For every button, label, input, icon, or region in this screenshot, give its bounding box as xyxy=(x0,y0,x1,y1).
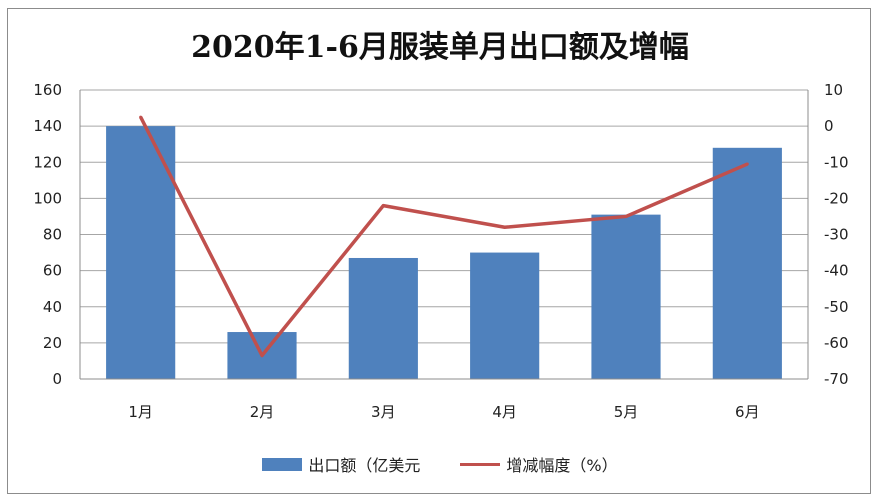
y-left-tick-label: 160 xyxy=(33,81,62,99)
x-tick-label: 6月 xyxy=(735,403,760,421)
legend-label-growth: 增减幅度（%） xyxy=(506,456,618,475)
legend-label-export: 出口额（亿美元 xyxy=(308,456,421,475)
legend-swatch-bar xyxy=(262,457,303,471)
y-left-tick-label: 60 xyxy=(43,262,62,280)
y-left-tick-label: 80 xyxy=(43,226,62,244)
x-tick-label: 3月 xyxy=(371,403,396,421)
y-left-tick-label: 140 xyxy=(33,117,62,135)
y-right-tick-label: 10 xyxy=(824,81,843,99)
legend-swatch-line xyxy=(460,462,501,466)
legend-item-export: 出口额（亿美元 xyxy=(262,452,420,476)
line-point xyxy=(503,225,507,229)
y-left-tick-label: 0 xyxy=(52,370,62,388)
x-tick-label: 1月 xyxy=(128,403,153,421)
line-point xyxy=(381,204,385,208)
x-tick-label: 2月 xyxy=(250,403,275,421)
y-right-tick-label: -70 xyxy=(824,370,849,388)
y-left-tick-label: 120 xyxy=(33,153,62,171)
bar xyxy=(470,252,540,379)
series-line xyxy=(139,116,749,358)
y-right-tick-label: -50 xyxy=(824,298,849,316)
y-left-tick-label: 40 xyxy=(43,298,62,316)
x-tick-label: 4月 xyxy=(492,403,517,421)
y-right-tick-label: -60 xyxy=(824,334,849,352)
x-tick-label: 5月 xyxy=(614,403,639,421)
legend-item-growth: 增减幅度（%） xyxy=(460,452,618,476)
chart-legend: 出口额（亿美元 增减幅度（%） xyxy=(0,452,880,476)
chart-title: 2020年1-6月服装单月出口额及增幅 xyxy=(191,30,689,65)
y-right-tick-label: -30 xyxy=(824,226,849,244)
bar xyxy=(348,257,418,379)
y-right-tick-label: -20 xyxy=(824,189,849,207)
y-left-tick-label: 20 xyxy=(43,334,62,352)
line-point xyxy=(745,162,749,166)
y-right-tick-label: -40 xyxy=(824,262,849,280)
line-point xyxy=(624,214,628,218)
line-point xyxy=(260,354,264,358)
y-right-tick-label: -10 xyxy=(824,153,849,171)
bar xyxy=(106,126,176,379)
y-right-tick-label: 0 xyxy=(824,117,834,135)
line-point xyxy=(139,115,143,119)
bar xyxy=(712,147,782,379)
y-left-tick-label: 100 xyxy=(33,189,62,207)
bar xyxy=(591,214,661,379)
